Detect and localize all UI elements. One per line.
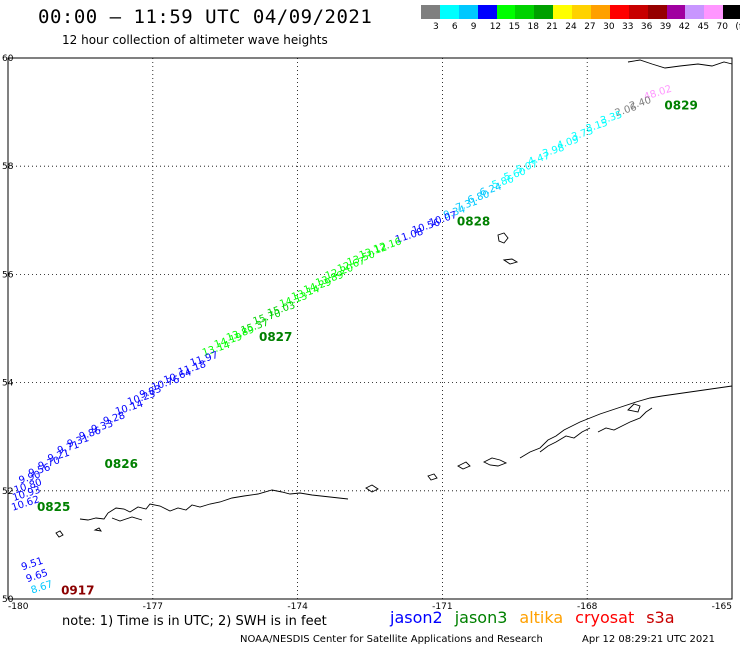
colorbar-swatch <box>534 5 554 19</box>
colorbar-label: 21 <box>546 22 558 32</box>
coast-island-c <box>55 530 64 538</box>
colorbar <box>421 5 740 19</box>
time-label: 0828 <box>457 215 490 229</box>
x-tick-label: -165 <box>712 602 732 612</box>
coast-aleutian-east-b <box>539 427 591 453</box>
coast-aleutian-west-b <box>79 512 109 521</box>
colorbar-label: 45 <box>697 22 710 32</box>
y-tick-label: 50 <box>2 595 14 605</box>
colorbar-swatch <box>572 5 592 19</box>
y-tick-label: 60 <box>2 54 14 64</box>
y-tick-label: 52 <box>2 487 13 497</box>
y-tick-label: 56 <box>2 270 14 280</box>
time-label: 0825 <box>37 500 70 514</box>
colorbar-label: 36 <box>640 22 653 32</box>
coast-island-a <box>497 232 509 244</box>
coast-central-a <box>365 484 379 493</box>
colorbar-swatch <box>591 5 610 19</box>
credit-line: NOAA/NESDIS Center for Satellite Applica… <box>240 634 543 645</box>
colorbar-label: 70 <box>716 22 728 32</box>
colorbar-label: 3 <box>433 22 439 32</box>
plot-frame <box>7 57 733 600</box>
colorbar-label: 18 <box>527 22 539 32</box>
units-note: note: 1) Time is in UTC; 2) SWH is in fe… <box>62 614 327 629</box>
y-tick-label: 58 <box>2 162 14 172</box>
colorbar-label: 30 <box>603 22 615 32</box>
colorbar-swatch <box>477 5 497 19</box>
colorbar-label: 42 <box>678 22 691 32</box>
colorbar-label: 39 <box>659 22 672 32</box>
legend-s3a: s3a <box>646 608 675 627</box>
x-tick-label: -171 <box>432 602 452 612</box>
colorbar-swatch <box>666 5 686 19</box>
colorbar-label: 12 <box>489 22 502 32</box>
coast-island-b <box>502 258 519 265</box>
map-subtitle: 12 hour collection of altimeter wave hei… <box>62 33 328 47</box>
coast-aleutian-east-c <box>597 407 653 433</box>
colorbar-swatch <box>685 5 705 19</box>
colorbar-swatch <box>628 5 648 19</box>
colorbar-label: 33 <box>622 22 634 32</box>
colorbar-swatch <box>553 5 573 19</box>
coast-central-d <box>482 457 508 467</box>
map-title: 00:00 – 11:59 UTC 04/09/2021 <box>38 6 373 28</box>
coast-aleutian-west-c <box>111 516 143 522</box>
colorbar-label: 24 <box>565 22 577 32</box>
colorbar-swatch <box>647 5 667 19</box>
colorbar-swatch <box>496 5 516 19</box>
time-label: 0826 <box>105 457 138 471</box>
graticule: -180 -177 -174 -171 -168 -165 60 58 56 54 52 50 <box>2 54 732 612</box>
colorbar-label: 6 <box>451 22 458 32</box>
colorbar-swatch <box>421 5 440 19</box>
legend-jason3: jason3 <box>454 608 508 627</box>
colorbar-swatch <box>439 5 459 19</box>
colorbar-swatch <box>704 5 724 19</box>
legend-cryosat: cryosat <box>575 608 635 627</box>
colorbar-label: 27 <box>584 22 596 32</box>
time-label: 0827 <box>259 330 292 344</box>
colorbar-swatch <box>515 5 535 19</box>
x-tick-label: -180 <box>8 602 29 612</box>
colorbar-swatch <box>723 5 740 19</box>
coast-island-d <box>93 527 102 532</box>
colorbar-label: (ft) <box>735 22 740 32</box>
coast-island-e <box>627 403 641 413</box>
x-tick-label: -177 <box>143 602 163 612</box>
legend-jason2: jason2 <box>390 608 443 627</box>
time-label: 0917 <box>61 584 94 598</box>
coast-central-b <box>427 473 438 481</box>
satellite-legend: jason2 jason3 altika cryosat s3a <box>390 608 687 627</box>
colorbar-label: 9 <box>470 22 477 32</box>
coast-aleutian-east <box>519 385 733 459</box>
coast-st-matthew <box>627 59 733 69</box>
time-label: 0829 <box>664 98 697 112</box>
x-tick-label: -168 <box>577 602 598 612</box>
x-tick-label: -174 <box>287 602 308 612</box>
coast-central-c <box>457 461 471 470</box>
colorbar-label: 15 <box>508 22 521 32</box>
credit-timestamp: Apr 12 08:29:21 UTC 2021 <box>582 634 715 645</box>
y-tick-label: 54 <box>2 379 14 389</box>
coast-aleutian-west <box>107 489 349 514</box>
legend-altika: altika <box>519 608 564 627</box>
colorbar-swatch <box>609 5 629 19</box>
colorbar-swatch <box>458 5 478 19</box>
coastline <box>55 59 733 538</box>
